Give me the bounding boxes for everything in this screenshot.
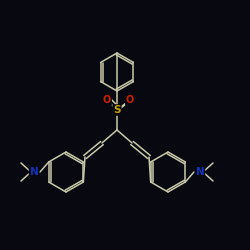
Text: N: N [30,167,38,177]
Text: O: O [126,95,134,105]
Text: N: N [196,167,204,177]
Text: S: S [113,105,121,115]
Text: O: O [103,95,111,105]
